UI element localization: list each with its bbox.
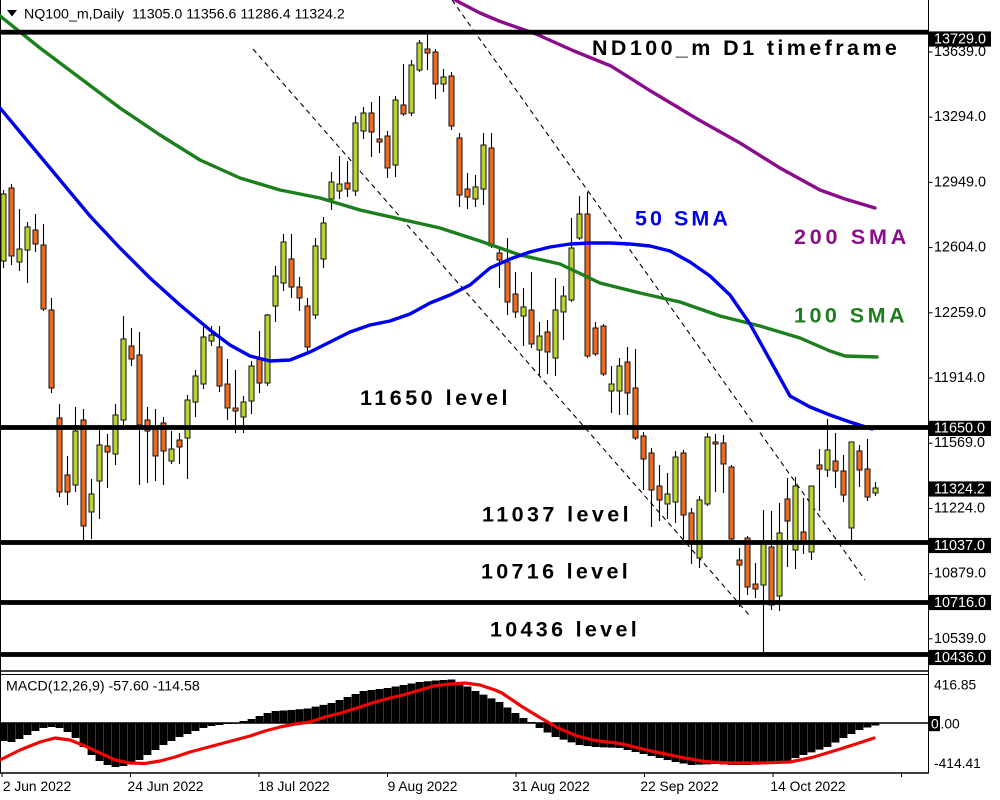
- svg-text:13294.0: 13294.0: [934, 109, 986, 125]
- svg-text:13729.0: 13729.0: [934, 31, 986, 47]
- svg-text:11324.2: 11324.2: [934, 481, 985, 497]
- svg-text:10879.0: 10879.0: [934, 566, 986, 582]
- svg-text:NQ100_m,Daily 11305.0 11356.6: NQ100_m,Daily 11305.0 11356.6 11286.4 11…: [24, 7, 345, 23]
- svg-text:10716.0: 10716.0: [934, 595, 986, 611]
- svg-text:0: 0: [931, 716, 939, 731]
- svg-text:MACD(12,26,9) -57.60 -114.58: MACD(12,26,9) -57.60 -114.58: [6, 679, 200, 695]
- svg-text:11650 level: 11650 level: [360, 386, 511, 410]
- svg-text:12604.0: 12604.0: [934, 240, 986, 256]
- svg-text:416.85: 416.85: [934, 678, 977, 693]
- svg-text:200 SMA: 200 SMA: [794, 225, 910, 249]
- svg-text:50 SMA: 50 SMA: [635, 207, 731, 231]
- svg-text:10716 level: 10716 level: [481, 560, 631, 584]
- svg-text:12259.0: 12259.0: [934, 305, 986, 321]
- svg-text:11224.0: 11224.0: [934, 500, 985, 516]
- svg-text:9 Aug 2022: 9 Aug 2022: [388, 779, 458, 794]
- svg-text:ND100_m D1 timeframe: ND100_m D1 timeframe: [592, 36, 900, 60]
- svg-text:22 Sep 2022: 22 Sep 2022: [640, 779, 718, 794]
- svg-text:10436 level: 10436 level: [490, 618, 640, 642]
- svg-text:.00: .00: [941, 716, 961, 731]
- svg-text:13639.0: 13639.0: [934, 44, 986, 60]
- svg-text:11037.0: 11037.0: [934, 538, 985, 554]
- svg-text:24 Jun 2022: 24 Jun 2022: [128, 779, 204, 794]
- svg-text:11569.0: 11569.0: [934, 435, 985, 451]
- svg-text:10539.0: 10539.0: [934, 631, 986, 647]
- svg-text:11650.0: 11650.0: [934, 421, 985, 437]
- svg-text:100 SMA: 100 SMA: [794, 304, 908, 328]
- svg-text:11914.0: 11914.0: [934, 370, 985, 386]
- svg-text:2 Jun 2022: 2 Jun 2022: [3, 779, 71, 794]
- svg-text:18 Jul 2022: 18 Jul 2022: [258, 779, 329, 794]
- svg-text:10436.0: 10436.0: [934, 650, 986, 666]
- svg-text:-414.41: -414.41: [934, 756, 981, 771]
- svg-text:12949.0: 12949.0: [934, 174, 986, 190]
- svg-text:14 Oct 2022: 14 Oct 2022: [770, 779, 845, 794]
- svg-text:31 Aug 2022: 31 Aug 2022: [512, 779, 590, 794]
- svg-text:11037 level: 11037 level: [482, 503, 632, 527]
